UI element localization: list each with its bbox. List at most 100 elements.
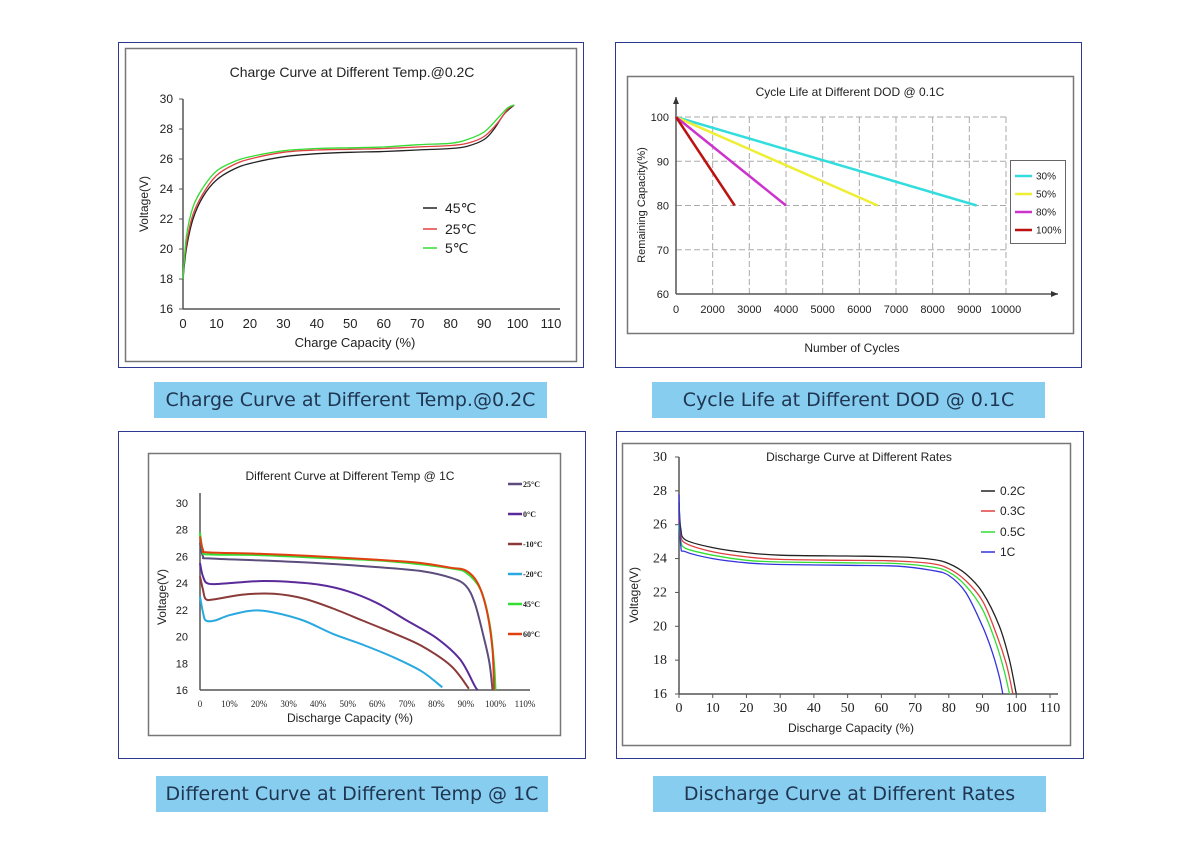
legend-label: 45°C — [523, 600, 540, 609]
x-tick-label: 7000 — [884, 304, 908, 316]
chart-title: Charge Curve at Different Temp.@0.2C — [230, 64, 475, 80]
y-tick-label: 24 — [653, 552, 667, 567]
y-axis-label: Remaining Capacity(%) — [636, 147, 648, 263]
x-tick-label: 90 — [477, 316, 491, 331]
x-tick-label: 10000 — [991, 304, 1022, 316]
y-tick-label: 22 — [176, 605, 188, 617]
x-tick-label: 90 — [976, 701, 990, 716]
series-line-2 — [675, 116, 787, 207]
y-tick-label: 20 — [653, 619, 667, 634]
x-tick-label: 10 — [706, 701, 720, 716]
x-tick-label: 100 — [1006, 701, 1027, 716]
series-line-3 — [674, 116, 736, 207]
legend-label: 100% — [1036, 226, 1062, 237]
legend-label: 30% — [1036, 172, 1056, 183]
legend-label: 25°C — [523, 480, 540, 489]
x-tick-label: 110% — [515, 699, 536, 709]
caption-cycle-life: Cycle Life at Different DOD @ 0.1C — [652, 382, 1045, 418]
x-tick-label: 6000 — [847, 304, 871, 316]
legend-label: 50% — [1036, 190, 1056, 201]
series-line-0 — [182, 104, 515, 280]
series-line-0 — [678, 502, 1017, 695]
chart-panel-1: 16 18 20 22 24 26 28 30 0 10 20 30 40 50 60 70 80 90 100 11… — [118, 42, 584, 368]
y-axis-label: Voltage(V) — [627, 567, 641, 623]
legend-label: 0.3C — [1000, 504, 1026, 518]
y-tick-label: 30 — [160, 92, 174, 106]
legend-label: 1C — [1000, 545, 1016, 559]
series-line-2 — [182, 104, 515, 280]
x-tick-label: 30 — [276, 316, 290, 331]
x-tick-label: 50 — [343, 316, 357, 331]
series-line-5 — [199, 536, 495, 691]
series-line-3 — [678, 494, 1004, 695]
chart-panel-4: 16 18 20 22 24 26 28 30 0 10 20 30 40 50 60 70 80 90 100 11… — [616, 431, 1084, 759]
chart-panel-3: 16 18 20 22 24 26 28 30 0 10% 20% 30% 40% 50% 60% 70% 80… — [118, 431, 586, 759]
legend-label: 80% — [1036, 208, 1056, 219]
y-tick-label: 20 — [160, 242, 174, 256]
x-tick-label: 80 — [942, 701, 956, 716]
x-tick-label: 20% — [251, 699, 268, 709]
chart-title: Different Curve at Different Temp @ 1C — [246, 469, 455, 483]
legend-label: 45℃ — [445, 200, 476, 216]
x-tick-label: 30% — [280, 699, 297, 709]
y-axis-arrow-icon — [673, 97, 679, 104]
series-line-3 — [199, 596, 443, 689]
x-tick-label: 100% — [485, 699, 507, 709]
series-line-1 — [678, 517, 1014, 695]
series-line-1 — [675, 115, 879, 207]
y-tick-label: 18 — [176, 658, 188, 670]
y-axis-label: Voltage(V) — [137, 176, 151, 232]
x-tick-label: 9000 — [957, 304, 981, 316]
x-tick-label: 70 — [908, 701, 922, 716]
x-axis-label: Number of Cycles — [804, 341, 899, 355]
y-tick-label: 20 — [176, 632, 188, 644]
x-tick-label: 100 — [507, 316, 529, 331]
series-line-0 — [675, 115, 978, 207]
x-axis-label: Discharge Capacity (%) — [788, 721, 914, 735]
legend: 0.2C 0.3C 0.5C 1C — [981, 484, 1026, 559]
x-tick-label: 10 — [209, 316, 223, 331]
y-tick-label: 18 — [653, 653, 667, 668]
x-tick-label: 20 — [739, 701, 753, 716]
x-tick-label: 40 — [807, 701, 821, 716]
x-axis-label: Discharge Capacity (%) — [287, 711, 413, 725]
y-tick-label: 22 — [653, 585, 667, 600]
x-tick-label: 70 — [410, 316, 424, 331]
legend-label: 5℃ — [445, 240, 469, 256]
y-tick-label: 60 — [657, 289, 669, 301]
y-tick-label: 26 — [176, 551, 188, 563]
y-tick-label: 100 — [651, 112, 669, 124]
x-tick-label: 5000 — [810, 304, 834, 316]
series-line-0 — [199, 542, 494, 691]
caption-temp-discharge: Different Curve at Different Temp @ 1C — [156, 776, 548, 812]
x-tick-label: 60% — [369, 699, 386, 709]
x-tick-label: 0 — [676, 701, 683, 716]
x-tick-label: 50 — [841, 701, 855, 716]
x-tick-label: 3000 — [737, 304, 761, 316]
caption-rate-discharge: Discharge Curve at Different Rates — [653, 776, 1046, 812]
y-tick-label: 24 — [160, 182, 174, 196]
y-tick-label: 22 — [160, 212, 174, 226]
x-tick-label: 110 — [1040, 701, 1060, 716]
x-tick-label: 110 — [541, 316, 562, 331]
x-tick-label: 20 — [243, 316, 257, 331]
series-line-1 — [182, 104, 515, 275]
legend-label: 0.2C — [1000, 484, 1026, 498]
y-tick-label: 80 — [657, 201, 669, 213]
y-tick-label: 70 — [657, 245, 669, 257]
x-tick-label: 2000 — [700, 304, 724, 316]
y-tick-label: 16 — [160, 302, 174, 316]
x-tick-label: 10% — [221, 699, 238, 709]
legend: 25°C 0°C -10°C -20°C 45°C 60°C — [508, 480, 543, 639]
x-tick-label: 0 — [179, 316, 186, 331]
chart-border — [621, 442, 1072, 747]
caption-charge-curve: Charge Curve at Different Temp.@0.2C — [154, 382, 547, 418]
x-tick-label: 70% — [399, 699, 416, 709]
series-line-1 — [199, 562, 479, 691]
y-tick-label: 28 — [176, 525, 188, 537]
x-tick-label: 0 — [198, 699, 203, 709]
legend-label: 0.5C — [1000, 525, 1026, 539]
legend: 30% 50% 80% 100% — [1010, 160, 1066, 244]
y-tick-label: 28 — [160, 122, 174, 136]
